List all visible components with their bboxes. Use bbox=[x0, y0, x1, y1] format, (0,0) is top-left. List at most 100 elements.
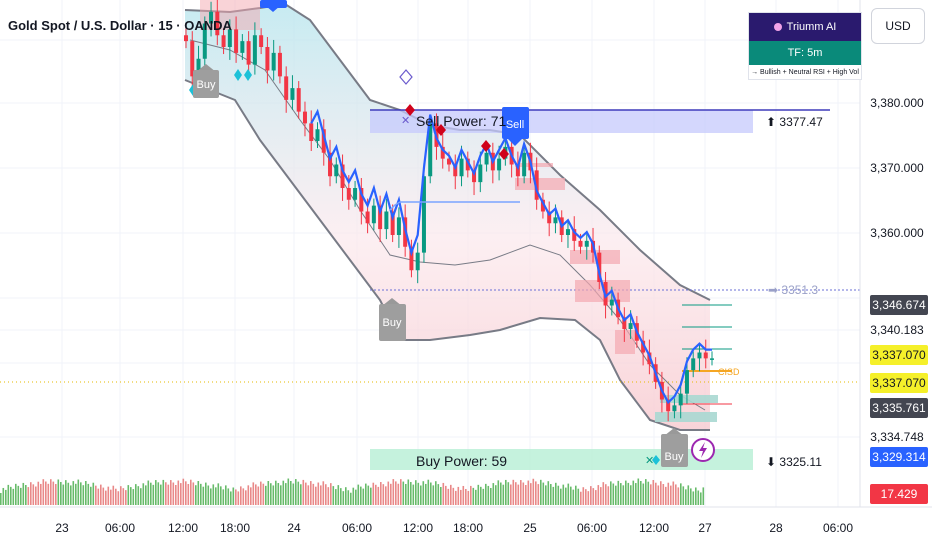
currency-button[interactable]: USD bbox=[871, 8, 925, 44]
price-tick-label: 3,340.183 bbox=[870, 323, 924, 337]
volume-bar bbox=[672, 481, 675, 505]
volume-bar bbox=[185, 481, 187, 505]
volume-bar bbox=[262, 483, 265, 505]
price-tick-label: 3,380.000 bbox=[870, 96, 924, 110]
volume-bar bbox=[7, 484, 10, 505]
volume-bar bbox=[630, 485, 632, 505]
volume-bar bbox=[500, 482, 502, 505]
volume-bar bbox=[600, 487, 602, 505]
time-tick-label: 12:00 bbox=[639, 521, 669, 535]
volume-bar bbox=[635, 483, 637, 505]
candle-body bbox=[472, 170, 477, 183]
volume-bar bbox=[442, 482, 445, 505]
symbol-title: Gold Spot / U.S. Dollar · 15 · OANDA bbox=[8, 18, 232, 33]
volume-bar bbox=[360, 486, 362, 505]
volume-bar bbox=[35, 486, 37, 505]
volume-bar bbox=[655, 482, 657, 505]
volume-bar bbox=[382, 484, 385, 505]
volume-bars bbox=[0, 478, 705, 505]
volume-bar bbox=[365, 483, 367, 505]
volume-bar bbox=[120, 486, 122, 505]
volume-bar bbox=[702, 487, 705, 505]
volume-bar bbox=[502, 484, 505, 505]
top-sell-label[interactable] bbox=[260, 0, 287, 12]
volume-bar bbox=[125, 490, 127, 505]
volume-bar bbox=[62, 484, 65, 505]
volume-bar bbox=[37, 481, 40, 505]
volume-bar bbox=[460, 489, 462, 505]
sell-label[interactable]: Sell bbox=[502, 107, 529, 146]
candle-body bbox=[321, 129, 326, 153]
volume-bar bbox=[12, 488, 15, 505]
ai-note: → Bullish + Neutral RSI + High Vol bbox=[751, 69, 859, 76]
volume-bar bbox=[220, 486, 222, 505]
buy-label-3[interactable]: Buy bbox=[661, 428, 688, 467]
candle-body bbox=[240, 41, 245, 53]
volume-bar bbox=[97, 488, 100, 505]
volume-bar bbox=[640, 481, 642, 505]
svg-text:Sell: Sell bbox=[506, 119, 524, 131]
volume-bar bbox=[682, 486, 685, 505]
volume-bar bbox=[482, 488, 485, 505]
candle-body bbox=[678, 393, 683, 406]
candle-body bbox=[641, 340, 646, 353]
volume-bar bbox=[590, 486, 592, 505]
candle-body bbox=[296, 88, 301, 112]
candle-body bbox=[246, 41, 251, 65]
volume-bar bbox=[660, 481, 662, 505]
candle-body bbox=[334, 164, 339, 177]
volume-bar bbox=[17, 485, 20, 505]
candle-body bbox=[622, 317, 627, 329]
candle-body bbox=[484, 152, 489, 165]
candle-body bbox=[284, 76, 289, 100]
volume-bar bbox=[637, 478, 640, 505]
volume-bar bbox=[300, 484, 302, 505]
candle-body bbox=[359, 188, 364, 212]
volume-bar bbox=[597, 485, 600, 505]
volume-bar bbox=[472, 487, 475, 505]
volume-bar bbox=[42, 479, 45, 505]
sell-zone bbox=[370, 109, 830, 133]
candle-body bbox=[252, 35, 257, 65]
volume-bar bbox=[82, 485, 85, 505]
volume-bar bbox=[160, 484, 162, 505]
x-marker-icon: ✕ bbox=[401, 115, 410, 127]
volume-bar bbox=[452, 487, 455, 505]
candle-body bbox=[584, 240, 589, 247]
candle-body bbox=[453, 164, 458, 177]
candle-body bbox=[697, 352, 702, 359]
candle-body bbox=[447, 158, 451, 165]
volume-bar bbox=[92, 482, 95, 505]
buy-label-1[interactable]: Buy bbox=[193, 64, 219, 98]
volume-bar bbox=[22, 482, 25, 505]
volume-bar bbox=[25, 484, 27, 505]
candle-body bbox=[271, 52, 276, 71]
volume-bar bbox=[405, 484, 407, 505]
candle-body bbox=[215, 11, 220, 36]
volume-bar bbox=[232, 487, 235, 505]
candle-body bbox=[691, 358, 696, 371]
time-tick-label: 18:00 bbox=[453, 521, 483, 535]
volume-bar bbox=[550, 484, 552, 505]
diamond-icon bbox=[652, 455, 660, 465]
volume-bar bbox=[657, 485, 660, 505]
candle-body bbox=[440, 146, 445, 159]
volume-bar bbox=[305, 482, 307, 505]
volume-bar bbox=[152, 484, 155, 505]
volume-bar bbox=[362, 488, 365, 505]
volume-bar bbox=[252, 482, 255, 505]
buy-label-2[interactable]: Buy bbox=[379, 298, 406, 341]
volume-bar bbox=[255, 484, 257, 505]
candle-body bbox=[190, 41, 195, 77]
price-tick-label: 3,334.748 bbox=[870, 430, 924, 444]
volume-bar bbox=[507, 482, 510, 505]
candle-body bbox=[459, 158, 464, 177]
volume-bar bbox=[517, 484, 520, 505]
volume-bar bbox=[310, 481, 312, 505]
candle-body bbox=[465, 158, 470, 171]
lightning-icon[interactable] bbox=[691, 438, 715, 462]
volume-bar bbox=[425, 483, 427, 505]
volume-bar bbox=[67, 482, 70, 505]
volume-bar bbox=[662, 484, 665, 505]
